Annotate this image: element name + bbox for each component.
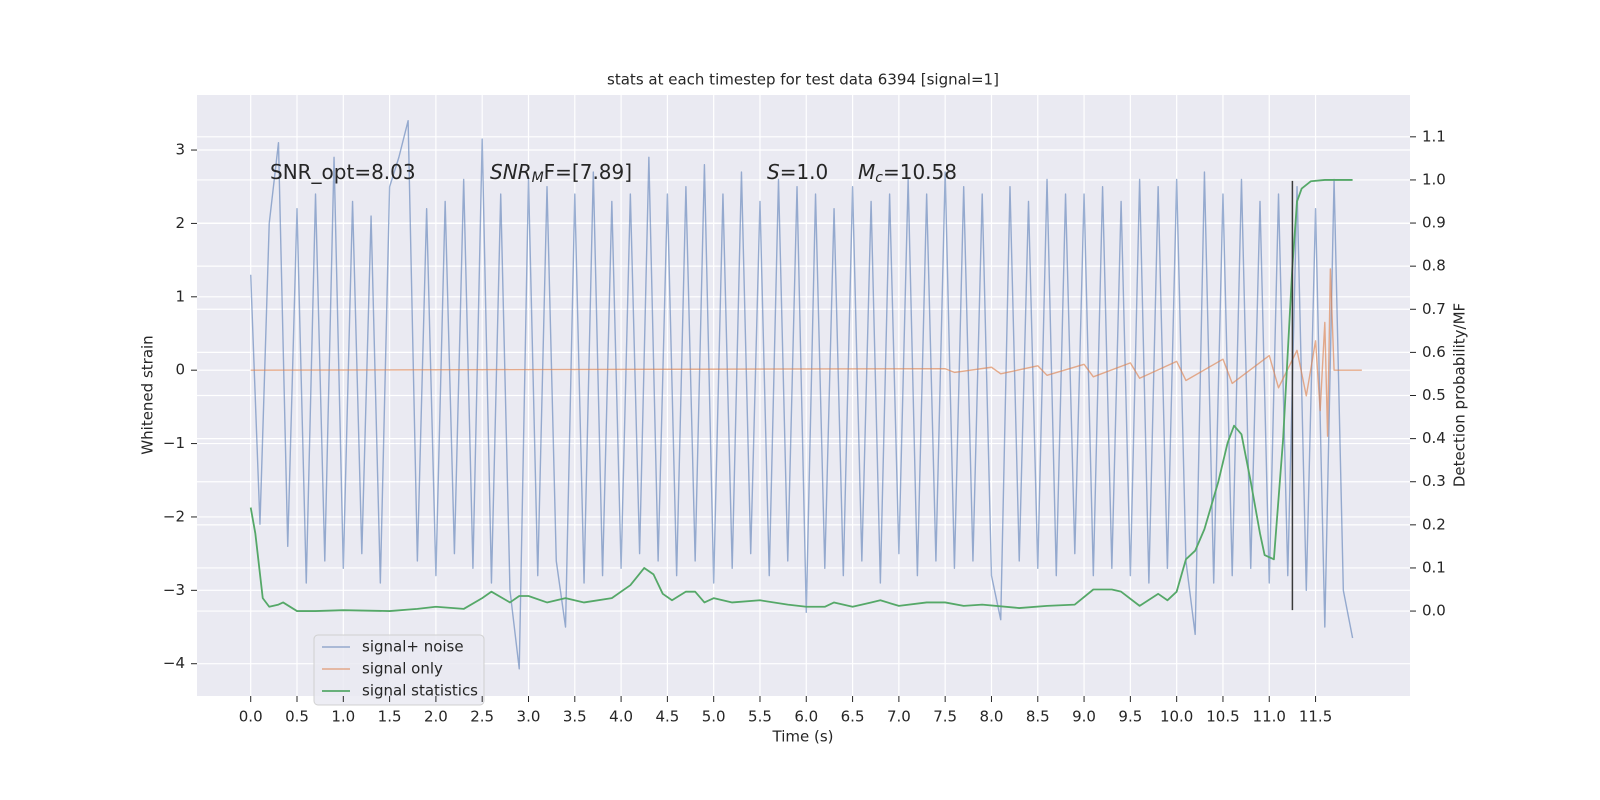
- y2-tick-label: 0.9: [1422, 214, 1446, 232]
- legend-box: [313, 634, 485, 706]
- x-tick-label: 6.5: [841, 708, 865, 726]
- legend-label: signal only: [362, 660, 443, 678]
- x-tick-label: 11.5: [1299, 708, 1332, 726]
- x-tick-label: 1.0: [331, 708, 355, 726]
- annotation-part: c: [875, 170, 883, 186]
- y2-axis-label: Detection probability/MF: [1451, 303, 1469, 487]
- x-tick-label: 10.0: [1160, 708, 1193, 726]
- annotation-part: =10.58: [883, 160, 957, 184]
- x-tick-label: 1.5: [378, 708, 402, 726]
- annotation: SNRMF=[7.89]: [490, 160, 632, 187]
- annotation-part: F=[7.89]: [544, 160, 632, 184]
- y2-tick-label: 0.5: [1422, 386, 1446, 404]
- x-tick-label: 0.5: [285, 708, 309, 726]
- annotation-part: M: [858, 160, 875, 184]
- annotation-part: SNR_opt=8.03: [270, 160, 416, 184]
- x-tick-label: 5.5: [748, 708, 772, 726]
- annotation-part: SNR: [490, 160, 532, 184]
- overlay: signal+ noise signal only signal statistic…: [313, 180, 1294, 706]
- y2-tick-label: 0.3: [1422, 472, 1446, 490]
- y2-tick-label: 0.0: [1422, 602, 1446, 620]
- x-tick-label: 9.0: [1072, 708, 1096, 726]
- y2-tick-label: 0.2: [1422, 515, 1446, 533]
- x-tick-label: 10.5: [1206, 708, 1239, 726]
- series-line: [250, 268, 1362, 437]
- legend-label: signal statistics: [362, 682, 478, 700]
- annotation: S=1.0: [767, 160, 828, 184]
- chart-title: stats at each timestep for test data 639…: [607, 71, 999, 89]
- y-tick-label: −2: [163, 507, 185, 525]
- y-tick-label: 0: [175, 361, 185, 379]
- annotation-part: M: [532, 170, 544, 186]
- x-tick-label: 4.0: [609, 708, 633, 726]
- y-tick-label: 1: [175, 287, 185, 305]
- y-axis-label: Whitened strain: [139, 335, 157, 454]
- y2-tick-label: 0.1: [1422, 558, 1446, 576]
- y-tick-label: −3: [163, 581, 185, 599]
- y2-tick-label: 0.4: [1422, 429, 1446, 447]
- x-tick-label: 8.5: [1026, 708, 1050, 726]
- x-tick-label: 3.5: [563, 708, 587, 726]
- x-tick-label: 2.0: [424, 708, 448, 726]
- annotation-part: S: [767, 160, 780, 184]
- legend-label: signal+ noise: [362, 638, 464, 656]
- x-tick-label: 9.5: [1118, 708, 1142, 726]
- y-tick-label: 3: [175, 141, 185, 159]
- grid: [197, 95, 1410, 696]
- y2-tick-label: 0.7: [1422, 300, 1446, 318]
- y2-tick-label: 1.0: [1422, 170, 1446, 188]
- x-tick-label: 11.0: [1253, 708, 1286, 726]
- series-line: [250, 119, 1354, 670]
- x-tick-label: 8.0: [980, 708, 1004, 726]
- y2-tick-label: 0.6: [1422, 343, 1446, 361]
- x-tick-label: 6.0: [794, 708, 818, 726]
- annotation: Mc=10.58: [858, 160, 957, 187]
- y-tick-label: −1: [163, 434, 185, 452]
- x-tick-label: 0.0: [239, 708, 263, 726]
- x-tick-label: 2.5: [470, 708, 494, 726]
- annotation-part: =1.0: [780, 160, 829, 184]
- series-line: [249, 179, 1353, 612]
- marks: [249, 119, 1362, 670]
- y2-tick-label: 0.8: [1422, 257, 1446, 275]
- y2-tick-label: 1.1: [1422, 127, 1446, 145]
- x-axis-label: Time (s): [772, 728, 834, 746]
- x-tick-label: 7.0: [887, 708, 911, 726]
- y-tick-label: −4: [163, 654, 185, 672]
- x-tick-label: 7.5: [933, 708, 957, 726]
- y-tick-label: 2: [175, 214, 185, 232]
- x-tick-label: 3.0: [517, 708, 541, 726]
- annotation: SNR_opt=8.03: [270, 160, 416, 184]
- x-tick-label: 5.0: [702, 708, 726, 726]
- x-tick-label: 4.5: [655, 708, 679, 726]
